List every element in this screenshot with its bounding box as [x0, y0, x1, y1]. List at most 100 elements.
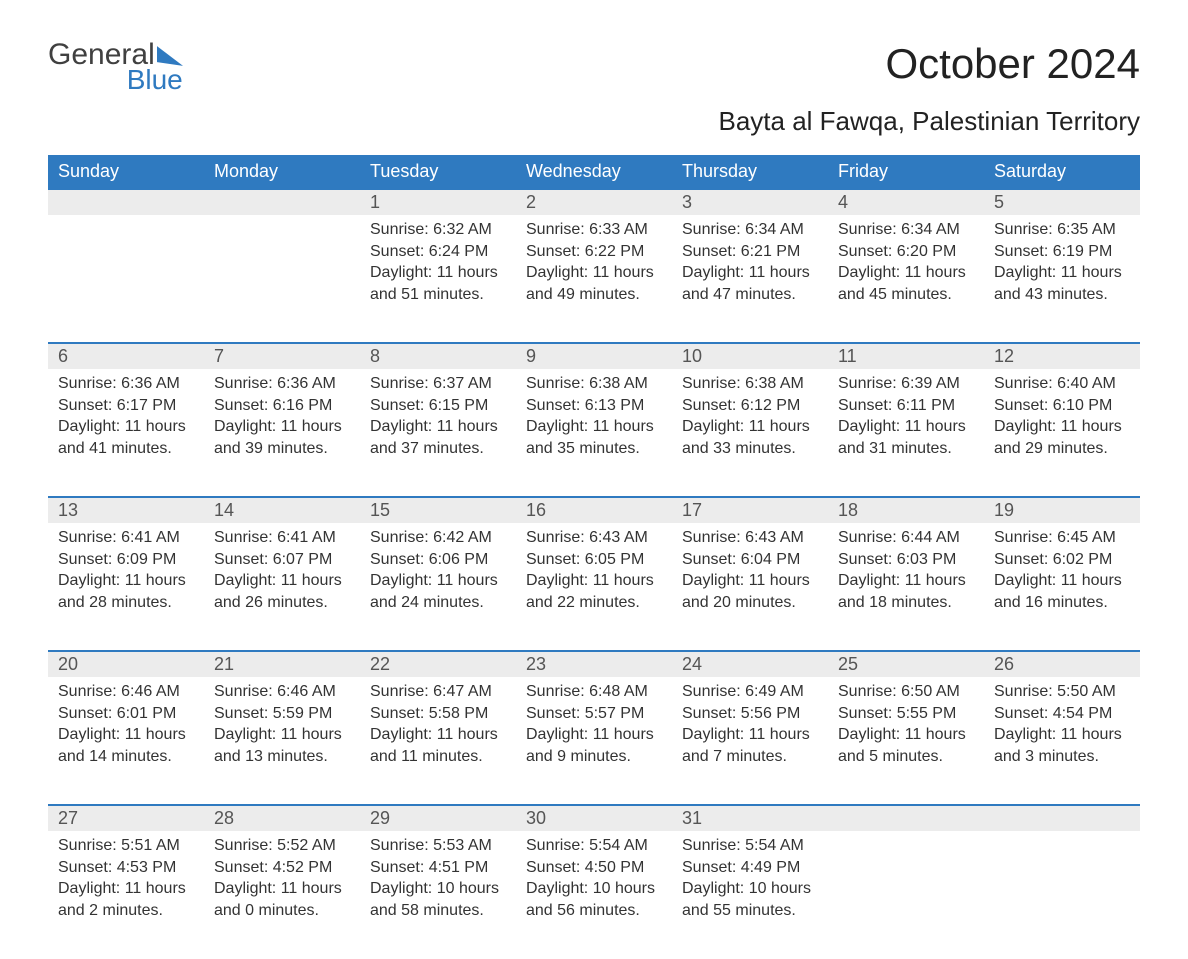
- sunrise-line: Sunrise: 6:42 AM: [370, 527, 506, 549]
- day-number-row: 12345: [48, 189, 1140, 215]
- sunset-line: Sunset: 6:21 PM: [682, 241, 818, 263]
- day-number-cell: [984, 805, 1140, 831]
- daylight-line: Daylight: 11 hours and 13 minutes.: [214, 724, 350, 767]
- weekday-header: Sunday: [48, 155, 204, 189]
- sunset-line: Sunset: 6:15 PM: [370, 395, 506, 417]
- day-data-row: Sunrise: 6:36 AMSunset: 6:17 PMDaylight:…: [48, 369, 1140, 497]
- daylight-line: Daylight: 11 hours and 43 minutes.: [994, 262, 1130, 305]
- sunset-line: Sunset: 5:58 PM: [370, 703, 506, 725]
- sunrise-line: Sunrise: 6:47 AM: [370, 681, 506, 703]
- daylight-line: Daylight: 10 hours and 58 minutes.: [370, 878, 506, 921]
- day-data-cell: [48, 215, 204, 343]
- day-number-cell: 2: [516, 189, 672, 215]
- day-data-cell: Sunrise: 6:45 AMSunset: 6:02 PMDaylight:…: [984, 523, 1140, 651]
- daylight-line: Daylight: 11 hours and 9 minutes.: [526, 724, 662, 767]
- day-number-cell: 21: [204, 651, 360, 677]
- logo-triangle-icon: [157, 46, 183, 66]
- logo-text-blue: Blue: [127, 64, 183, 95]
- daylight-line: Daylight: 11 hours and 26 minutes.: [214, 570, 350, 613]
- day-data-cell: Sunrise: 6:41 AMSunset: 6:07 PMDaylight:…: [204, 523, 360, 651]
- day-number-cell: 15: [360, 497, 516, 523]
- daylight-line: Daylight: 11 hours and 3 minutes.: [994, 724, 1130, 767]
- day-data-cell: [984, 831, 1140, 959]
- day-number-cell: 14: [204, 497, 360, 523]
- sunrise-line: Sunrise: 6:36 AM: [214, 373, 350, 395]
- daylight-line: Daylight: 11 hours and 2 minutes.: [58, 878, 194, 921]
- weekday-header-row: SundayMondayTuesdayWednesdayThursdayFrid…: [48, 155, 1140, 189]
- sunset-line: Sunset: 6:01 PM: [58, 703, 194, 725]
- location-subtitle: Bayta al Fawqa, Palestinian Territory: [719, 106, 1141, 137]
- sunset-line: Sunset: 4:54 PM: [994, 703, 1130, 725]
- day-data-cell: Sunrise: 6:37 AMSunset: 6:15 PMDaylight:…: [360, 369, 516, 497]
- sunrise-line: Sunrise: 6:34 AM: [682, 219, 818, 241]
- day-data-row: Sunrise: 6:32 AMSunset: 6:24 PM Daylight:…: [48, 215, 1140, 343]
- sunrise-line: Sunrise: 6:38 AM: [682, 373, 818, 395]
- daylight-line: Daylight: 11 hours and 37 minutes.: [370, 416, 506, 459]
- weekday-header: Tuesday: [360, 155, 516, 189]
- day-number-cell: 18: [828, 497, 984, 523]
- day-number-cell: 7: [204, 343, 360, 369]
- day-data-row: Sunrise: 5:51 AMSunset: 4:53 PMDaylight:…: [48, 831, 1140, 959]
- day-number-cell: 11: [828, 343, 984, 369]
- day-number-row: 13141516171819: [48, 497, 1140, 523]
- daylight-line: Daylight: 11 hours and 22 minutes.: [526, 570, 662, 613]
- daylight-line: Daylight: 11 hours and 47 minutes.: [682, 262, 818, 305]
- sunrise-line: Sunrise: 6:45 AM: [994, 527, 1130, 549]
- sunset-line: Sunset: 5:59 PM: [214, 703, 350, 725]
- sunrise-line: Sunrise: 6:38 AM: [526, 373, 662, 395]
- daylight-line: Daylight: 11 hours and 35 minutes.: [526, 416, 662, 459]
- sunset-line: Sunset: 6:11 PM: [838, 395, 974, 417]
- day-number-cell: 1: [360, 189, 516, 215]
- weekday-header: Friday: [828, 155, 984, 189]
- day-number-cell: 23: [516, 651, 672, 677]
- sunset-line: Sunset: 4:53 PM: [58, 857, 194, 879]
- day-data-cell: Sunrise: 6:40 AMSunset: 6:10 PMDaylight:…: [984, 369, 1140, 497]
- day-data-cell: Sunrise: 5:50 AMSunset: 4:54 PMDaylight:…: [984, 677, 1140, 805]
- sunrise-line: Sunrise: 6:37 AM: [370, 373, 506, 395]
- sunset-line: Sunset: 6:09 PM: [58, 549, 194, 571]
- sunset-line: Sunset: 6:06 PM: [370, 549, 506, 571]
- day-number-cell: 20: [48, 651, 204, 677]
- daylight-line: Daylight: 11 hours and 0 minutes.: [214, 878, 350, 921]
- day-data-cell: Sunrise: 6:32 AMSunset: 6:24 PMDaylight:…: [360, 215, 516, 343]
- day-number-cell: 8: [360, 343, 516, 369]
- sunset-line: Sunset: 6:24 PM: [370, 241, 506, 263]
- sunrise-line: Sunrise: 5:53 AM: [370, 835, 506, 857]
- day-data-cell: Sunrise: 6:46 AMSunset: 6:01 PMDaylight:…: [48, 677, 204, 805]
- daylight-line: Daylight: 11 hours and 14 minutes.: [58, 724, 194, 767]
- weekday-header: Monday: [204, 155, 360, 189]
- day-data-cell: Sunrise: 6:38 AMSunset: 6:13 PMDaylight:…: [516, 369, 672, 497]
- day-data-cell: Sunrise: 6:42 AMSunset: 6:06 PMDaylight:…: [360, 523, 516, 651]
- sunrise-line: Sunrise: 6:46 AM: [214, 681, 350, 703]
- day-data-row: Sunrise: 6:41 AM Sunset: 6:09 PM Daylight:…: [48, 523, 1140, 651]
- day-number-row: 2728293031: [48, 805, 1140, 831]
- day-number-cell: 30: [516, 805, 672, 831]
- daylight-line: Daylight: 11 hours and 39 minutes.: [214, 416, 350, 459]
- sunset-line: Sunset: 5:55 PM: [838, 703, 974, 725]
- day-number-cell: 26: [984, 651, 1140, 677]
- day-data-cell: Sunrise: 5:54 AMSunset: 4:49 PMDaylight:…: [672, 831, 828, 959]
- sunrise-line: Sunrise: 6:34 AM: [838, 219, 974, 241]
- sunset-line: Sunset: 6:05 PM: [526, 549, 662, 571]
- sunrise-line: Sunrise: 5:52 AM: [214, 835, 350, 857]
- weekday-header: Thursday: [672, 155, 828, 189]
- sunrise-line: Sunrise: 6:41 AM: [214, 527, 350, 549]
- sunrise-line: Sunrise: 6:32 AM: [370, 219, 506, 241]
- day-number-row: 20212223242526: [48, 651, 1140, 677]
- day-data-cell: Sunrise: 5:53 AMSunset: 4:51 PMDaylight:…: [360, 831, 516, 959]
- day-number-cell: 24: [672, 651, 828, 677]
- daylight-line: Daylight: 11 hours and 33 minutes.: [682, 416, 818, 459]
- sunrise-line: Sunrise: 5:51 AM: [58, 835, 194, 857]
- day-number-cell: [204, 189, 360, 215]
- day-number-cell: 6: [48, 343, 204, 369]
- sunrise-line: Sunrise: 6:33 AM: [526, 219, 662, 241]
- day-data-cell: Sunrise: 6:39 AMSunset: 6:11 PMDaylight:…: [828, 369, 984, 497]
- sunset-line: Sunset: 6:16 PM: [214, 395, 350, 417]
- sunset-line: Sunset: 6:04 PM: [682, 549, 818, 571]
- weekday-header: Wednesday: [516, 155, 672, 189]
- daylight-line: Daylight: 10 hours and 56 minutes.: [526, 878, 662, 921]
- day-data-cell: Sunrise: 6:48 AMSunset: 5:57 PMDaylight:…: [516, 677, 672, 805]
- sunrise-line: Sunrise: 6:35 AM: [994, 219, 1130, 241]
- sunset-line: Sunset: 4:50 PM: [526, 857, 662, 879]
- day-number-cell: 22: [360, 651, 516, 677]
